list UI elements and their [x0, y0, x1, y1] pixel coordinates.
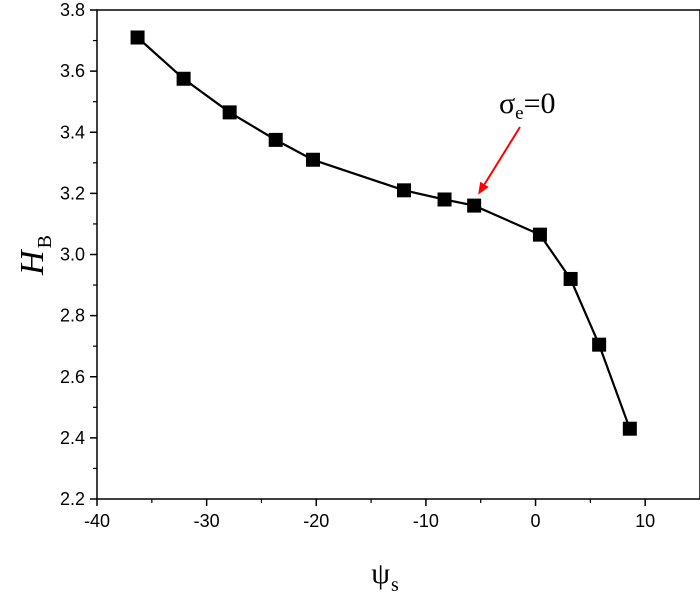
y-tick-label: 2.4 — [60, 428, 85, 448]
y-axis-title: HB — [14, 235, 56, 276]
x-axis-title-sub: s — [391, 574, 399, 596]
annotation-label: σe=0 — [499, 87, 556, 124]
data-point-marker — [222, 105, 237, 120]
x-tick-label: 0 — [531, 511, 541, 531]
x-tick-label: -30 — [194, 511, 220, 531]
annotation: σe=0 — [478, 87, 556, 195]
annotation-label-sub: e — [515, 103, 523, 124]
x-axis-ticks: -40 -30 -20 -10 0 10 — [84, 499, 655, 531]
y-tick-label: 3.8 — [60, 0, 85, 20]
data-point-marker — [130, 30, 145, 45]
data-point-marker — [622, 421, 637, 436]
x-axis-title-main: ψ — [371, 557, 390, 590]
data-point-marker — [532, 227, 547, 242]
y-tick-label: 3.4 — [60, 122, 85, 142]
data-point-marker — [305, 152, 320, 167]
x-tick-label: -40 — [84, 511, 110, 531]
x-tick-label: 10 — [635, 511, 655, 531]
data-point-marker — [592, 337, 607, 352]
y-tick-label: 2.6 — [60, 367, 85, 387]
annotation-label-rest: =0 — [524, 87, 556, 120]
series-group — [130, 30, 637, 436]
data-point-marker — [396, 183, 411, 198]
y-tick-label: 3.0 — [60, 245, 85, 265]
data-point-marker — [176, 71, 191, 86]
x-tick-label: -10 — [413, 511, 439, 531]
series-line — [136, 36, 631, 430]
y-tick-label: 2.8 — [60, 306, 85, 326]
annotation-arrow-head — [478, 181, 489, 195]
y-axis-title-sub: B — [34, 235, 56, 248]
x-axis-title: ψs — [371, 557, 399, 596]
y-axis-ticks: 2.2 2.4 2.6 2.8 3.0 3.2 3.4 3.6 3.8 — [60, 0, 97, 509]
annotation-label-main: σ — [499, 87, 515, 120]
y-tick-label: 3.2 — [60, 183, 85, 203]
data-point-marker — [467, 198, 482, 213]
data-point-marker — [437, 192, 452, 207]
data-point-marker — [563, 271, 578, 286]
annotation-arrow-shaft — [483, 126, 521, 185]
x-tick-label: -20 — [303, 511, 329, 531]
y-axis-title-main: H — [14, 248, 51, 276]
y-tick-label: 3.6 — [60, 61, 85, 81]
data-point-marker — [268, 132, 283, 147]
y-tick-label: 2.2 — [60, 489, 85, 509]
